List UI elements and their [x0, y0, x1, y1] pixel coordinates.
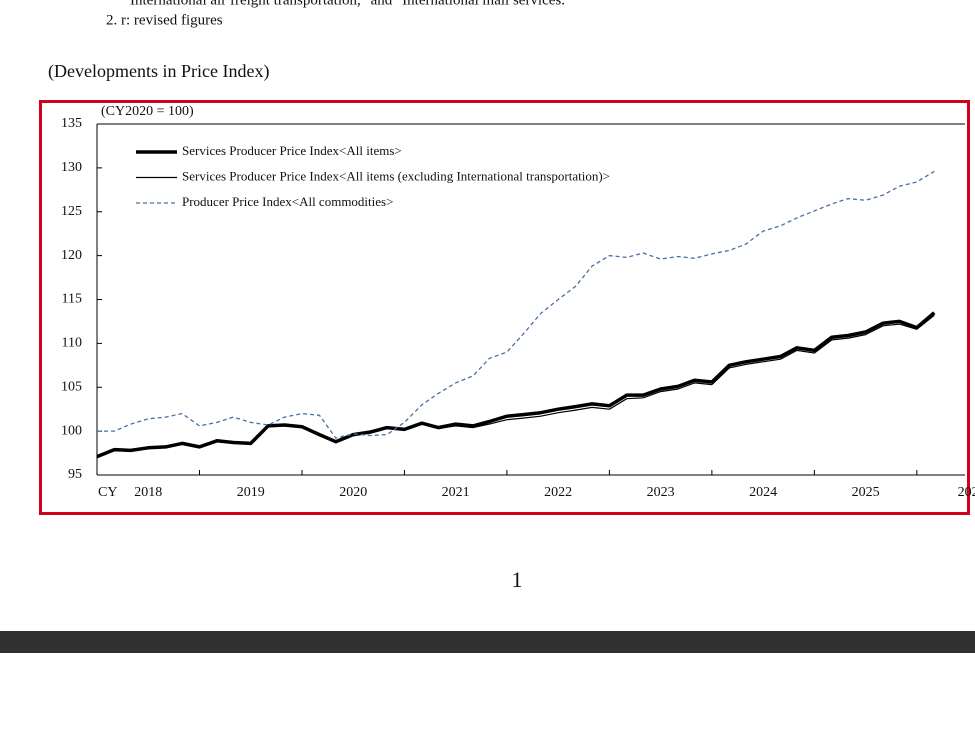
y-tick-label: 120 — [61, 248, 82, 263]
series-line — [97, 170, 935, 439]
section-title: (Developments in Price Index) — [48, 61, 269, 82]
note-line: 2. r: revised figures — [106, 12, 223, 28]
x-tick-label: 2023 — [647, 485, 675, 500]
x-tick-label: 2022 — [544, 485, 572, 500]
x-prefix: CY — [98, 485, 117, 500]
note-line: International air freight transportation… — [130, 0, 571, 8]
page-number: 1 — [512, 567, 523, 592]
series-line — [96, 314, 935, 458]
legend-label: Services Producer Price Index<All items … — [182, 168, 610, 183]
y-tick-label: 105 — [61, 379, 82, 394]
x-tick-label: 2025 — [852, 485, 880, 500]
y-tick-label: 130 — [61, 160, 82, 175]
chart-subtitle: (CY2020 = 100) — [101, 104, 194, 119]
chart-frame — [39, 100, 970, 515]
toolbar-bar — [0, 631, 975, 653]
x-tick-label: 2019 — [237, 485, 265, 500]
legend-label: Producer Price Index<All commodities> — [182, 194, 393, 209]
y-tick-label: 110 — [62, 336, 82, 351]
y-tick-label: 100 — [61, 423, 82, 438]
x-tick-label: 202 — [958, 485, 975, 500]
series-line — [96, 311, 936, 459]
x-tick-label: 2021 — [442, 485, 470, 500]
x-tick-label: 2020 — [339, 485, 367, 500]
y-tick-label: 95 — [68, 467, 82, 482]
plot: 95 100 105 110 115 120 125 130 135 2018 2019 2020 20… — [61, 116, 975, 500]
x-tick-label: 2018 — [134, 485, 162, 500]
y-tick-label: 135 — [61, 116, 82, 131]
x-tick-label: 2024 — [749, 485, 777, 500]
y-tick-label: 125 — [61, 204, 82, 219]
legend-label: Services Producer Price Index<All items> — [182, 143, 402, 158]
y-tick-label: 115 — [62, 292, 82, 307]
